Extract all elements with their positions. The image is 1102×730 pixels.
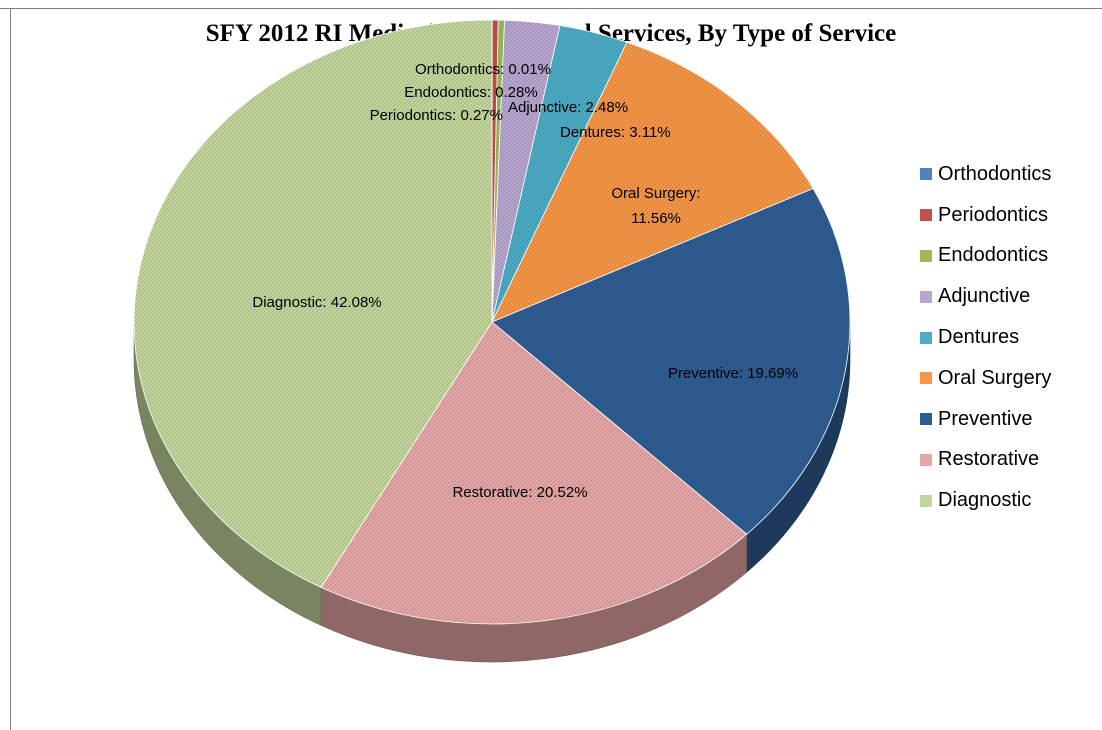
- data-label-diagnostic: Diagnostic: 42.08%: [252, 294, 381, 311]
- legend-item-oral-surgery: Oral Surgery: [920, 358, 1051, 399]
- pie-slice-diagnostic: [133, 19, 493, 588]
- legend-item-orthodontics: Orthodontics: [920, 154, 1051, 195]
- frame-top-border: [0, 8, 1102, 9]
- data-label-oral-surgery-line2: 11.56%: [631, 210, 681, 227]
- chart-legend: Orthodontics Periodontics Endodontics Adjun…: [920, 154, 1051, 521]
- legend-label: Orthodontics: [938, 162, 1052, 185]
- legend-item-periodontics: Periodontics: [920, 195, 1051, 236]
- legend-swatch: [920, 209, 932, 222]
- data-label-oral-surgery-line1: Oral Surgery:: [611, 185, 700, 202]
- legend-swatch: [920, 168, 932, 181]
- pie-top-group: [133, 19, 851, 625]
- data-label-orthodontics: Orthodontics: 0.01%: [415, 61, 551, 78]
- data-label-preventive: Preventive: 19.69%: [668, 365, 798, 382]
- legend-item-restorative: Restorative: [920, 440, 1051, 481]
- legend-label: Periodontics: [938, 203, 1049, 226]
- legend-label: Diagnostic: [938, 489, 1032, 512]
- legend-swatch: [920, 249, 932, 262]
- legend-item-preventive: Preventive: [920, 399, 1051, 440]
- legend-swatch: [920, 453, 932, 466]
- data-label-adjunctive: Adjunctive: 2.48%: [508, 99, 628, 116]
- pie-slice-oral-surgery: [491, 41, 814, 323]
- legend-label: Preventive: [938, 407, 1033, 430]
- legend-item-adjunctive: Adjunctive: [920, 276, 1051, 317]
- pie-slice-restorative: [320, 321, 748, 625]
- legend-item-dentures: Dentures: [920, 317, 1051, 358]
- legend-item-diagnostic: Diagnostic: [920, 480, 1051, 521]
- legend-swatch: [920, 494, 932, 507]
- data-label-endodontics: Endodontics: 0.28%: [404, 84, 537, 101]
- legend-swatch: [920, 290, 932, 303]
- legend-label: Endodontics: [938, 244, 1049, 267]
- data-label-dentures: Dentures: 3.11%: [560, 124, 671, 141]
- frame-left-border: [10, 8, 11, 730]
- pie-slice-preventive: [491, 187, 851, 535]
- pie-label-group: Orthodontics: 0.01% Periodontics: 0.27% En…: [252, 61, 798, 501]
- legend-swatch: [920, 413, 932, 426]
- legend-label: Restorative: [938, 448, 1040, 471]
- legend-swatch: [920, 372, 932, 385]
- data-label-periodontics: Periodontics: 0.27%: [370, 107, 503, 124]
- legend-label: Adjunctive: [938, 285, 1031, 308]
- data-label-restorative: Restorative: 20.52%: [452, 484, 587, 501]
- legend-label: Oral Surgery: [938, 366, 1052, 389]
- legend-swatch: [920, 331, 932, 344]
- legend-item-endodontics: Endodontics: [920, 236, 1051, 277]
- legend-label: Dentures: [938, 326, 1020, 349]
